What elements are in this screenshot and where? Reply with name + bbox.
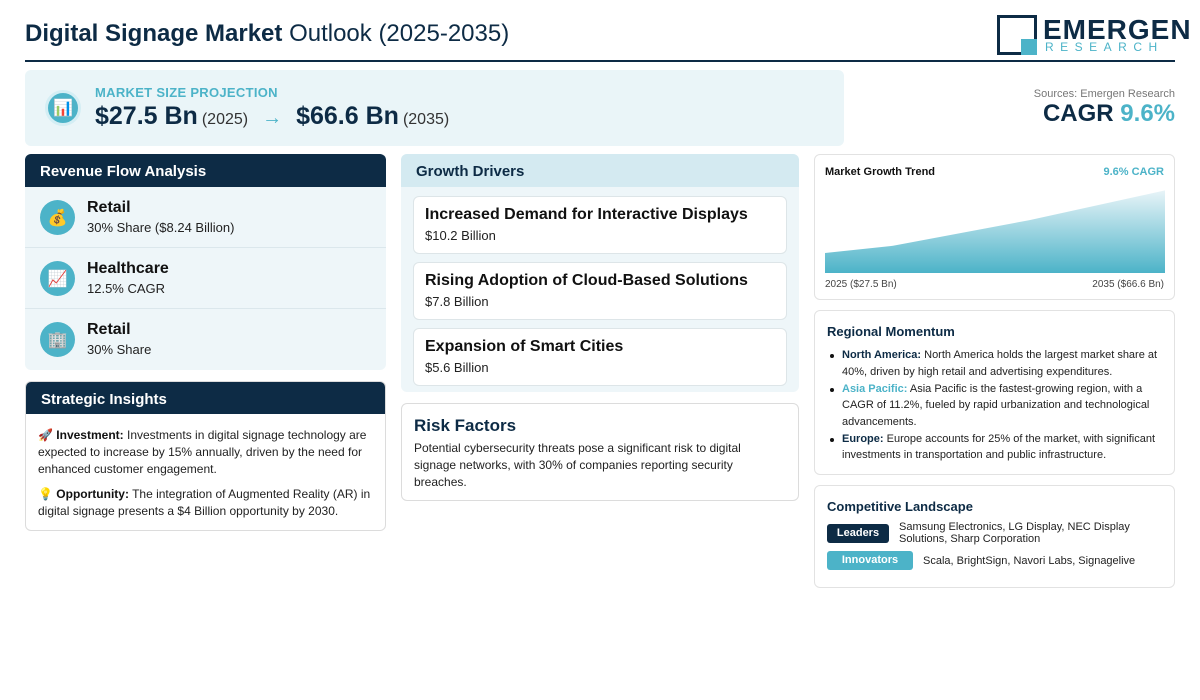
- investment-label: Investment:: [56, 428, 124, 442]
- sources-text: Sources: Emergen Research: [1033, 88, 1175, 100]
- revenue-item-name: Healthcare: [87, 260, 169, 277]
- revenue-item-name: Retail: [87, 199, 131, 216]
- region-text: Europe accounts for 25% of the market, w…: [842, 432, 1156, 462]
- growth-drivers-title: Growth Drivers: [401, 154, 799, 187]
- bar-chart-icon: 📊: [45, 90, 81, 126]
- strategic-insights-panel: Strategic Insights 🚀 Investment: Investm…: [25, 381, 386, 531]
- innovators-badge: Innovators: [827, 551, 913, 570]
- market-year-start: (2025): [201, 111, 249, 128]
- market-value-end: $66.6 Bn: [296, 102, 399, 130]
- revenue-item-name: Retail: [87, 321, 131, 338]
- market-growth-trend-panel: Market Growth Trend 9.6% CAGR 2025 ($27.…: [814, 154, 1175, 300]
- market-value-start: $27.5 Bn: [95, 102, 198, 130]
- growth-trend-chart: [825, 190, 1165, 273]
- cagr-value: 9.6%: [1120, 100, 1175, 127]
- driver-name: Rising Adoption of Cloud-Based Solutions: [425, 272, 748, 289]
- arrow-right-icon: →: [262, 107, 283, 129]
- opportunity-label: Opportunity:: [56, 487, 129, 501]
- revenue-item-detail: 30% Share: [87, 342, 152, 357]
- driver-value: $10.2 Billion: [425, 228, 496, 243]
- revenue-item: 💰 Retail 30% Share ($8.24 Billion): [25, 187, 386, 248]
- list-item: North America: North America holds the l…: [827, 347, 1167, 380]
- list-item: Europe: Europe accounts for 25% of the m…: [827, 431, 1167, 464]
- region-name: North America:: [842, 349, 922, 361]
- market-size-values: $27.5 Bn (2025) → $66.6 Bn (2035): [95, 102, 449, 131]
- driver-value: $7.8 Billion: [425, 294, 489, 309]
- region-text: North America holds the largest market s…: [842, 349, 1158, 378]
- risk-factors-title: Risk Factors: [414, 416, 517, 435]
- emergen-logo[interactable]: EMERGEN RESEARCH: [997, 14, 1191, 56]
- trend-title: Market Growth Trend: [825, 166, 936, 178]
- region-name: Europe:: [842, 432, 884, 445]
- strategic-insights-title: Strategic Insights: [26, 382, 385, 414]
- market-size-label: MARKET SIZE PROJECTION: [95, 85, 278, 100]
- page-title: Digital Signage Market Outlook (2025-203…: [25, 20, 509, 48]
- lightbulb-icon: 💡: [38, 487, 53, 501]
- opportunity-insight: 💡 Opportunity: The integration of Augmen…: [26, 486, 385, 520]
- list-item: Asia Pacific: Asia Pacific is the fastes…: [827, 381, 1167, 431]
- leaders-text: Samsung Electronics, LG Display, NEC Dis…: [899, 521, 1130, 545]
- trend-cagr: 9.6% CAGR: [1103, 166, 1164, 178]
- logo-main-text: EMERGEN: [1043, 14, 1192, 45]
- opportunity-text: The integration of Augmented Reality (AR…: [38, 487, 371, 518]
- revenue-item: 🏢 Retail 30% Share: [25, 309, 386, 370]
- page-header: Digital Signage Market Outlook (2025-203…: [25, 14, 1191, 62]
- page-title-bold: Digital Signage Market: [25, 20, 283, 47]
- revenue-item-detail: 30% Share ($8.24 Billion): [87, 220, 235, 235]
- page-title-rest: Outlook (2025-2035): [289, 20, 510, 47]
- investment-text: Investments in digital signage technolog…: [38, 428, 367, 476]
- driver-name: Expansion of Smart Cities: [425, 338, 624, 355]
- revenue-item: 📈 Healthcare 12.5% CAGR: [25, 248, 386, 309]
- leaders-badge: Leaders: [827, 524, 889, 543]
- driver-card: Increased Demand for Interactive Display…: [413, 196, 787, 254]
- driver-name: Increased Demand for Interactive Display…: [425, 206, 748, 223]
- logo-sub-text: RESEARCH: [1045, 40, 1164, 54]
- rocket-icon: 🚀: [38, 428, 53, 442]
- risk-factors-text: Potential cybersecurity threats pose a s…: [414, 441, 741, 489]
- regional-list: North America: North America holds the l…: [827, 347, 1167, 464]
- trend-up-icon: 📈: [40, 261, 75, 296]
- investment-insight: 🚀 Investment: Investments in digital sig…: [26, 427, 385, 478]
- cagr-display: CAGR 9.6%: [1043, 100, 1175, 128]
- innovators-text: Scala, BrightSign, Navori Labs, Signagel…: [923, 555, 1136, 567]
- growth-drivers-panel: Growth Drivers Increased Demand for Inte…: [401, 154, 799, 392]
- market-year-end: (2035): [402, 111, 450, 128]
- driver-card: Expansion of Smart Cities $5.6 Billion: [413, 328, 787, 386]
- regional-momentum-panel: Regional Momentum North America: North A…: [814, 310, 1175, 475]
- driver-value: $5.6 Billion: [425, 360, 489, 375]
- competitive-title: Competitive Landscape: [827, 499, 973, 514]
- region-name: Asia Pacific:: [842, 382, 908, 395]
- revenue-item-detail: 12.5% CAGR: [87, 281, 166, 296]
- competitive-landscape-panel: Competitive Landscape Leaders Samsung El…: [814, 485, 1175, 588]
- money-bag-icon: 💰: [40, 200, 75, 235]
- risk-factors-panel: Risk Factors Potential cybersecurity thr…: [401, 403, 799, 501]
- trend-start-label: 2025 ($27.5 Bn): [825, 279, 897, 290]
- trend-end-label: 2035 ($66.6 Bn): [1092, 279, 1164, 290]
- logo-square-icon: [997, 15, 1037, 55]
- regional-title: Regional Momentum: [827, 324, 955, 339]
- cagr-label: CAGR: [1042, 100, 1114, 127]
- market-size-banner: 📊 MARKET SIZE PROJECTION $27.5 Bn (2025) →…: [25, 70, 844, 146]
- building-icon: 🏢: [40, 322, 75, 357]
- region-text: Asia Pacific is the fastest-growing regi…: [842, 382, 1150, 428]
- driver-card: Rising Adoption of Cloud-Based Solutions…: [413, 262, 787, 320]
- trend-area: [825, 190, 1165, 273]
- revenue-flow-title: Revenue Flow Analysis: [25, 154, 386, 187]
- revenue-flow-panel: Revenue Flow Analysis 💰 Retail 30% Share…: [25, 154, 386, 370]
